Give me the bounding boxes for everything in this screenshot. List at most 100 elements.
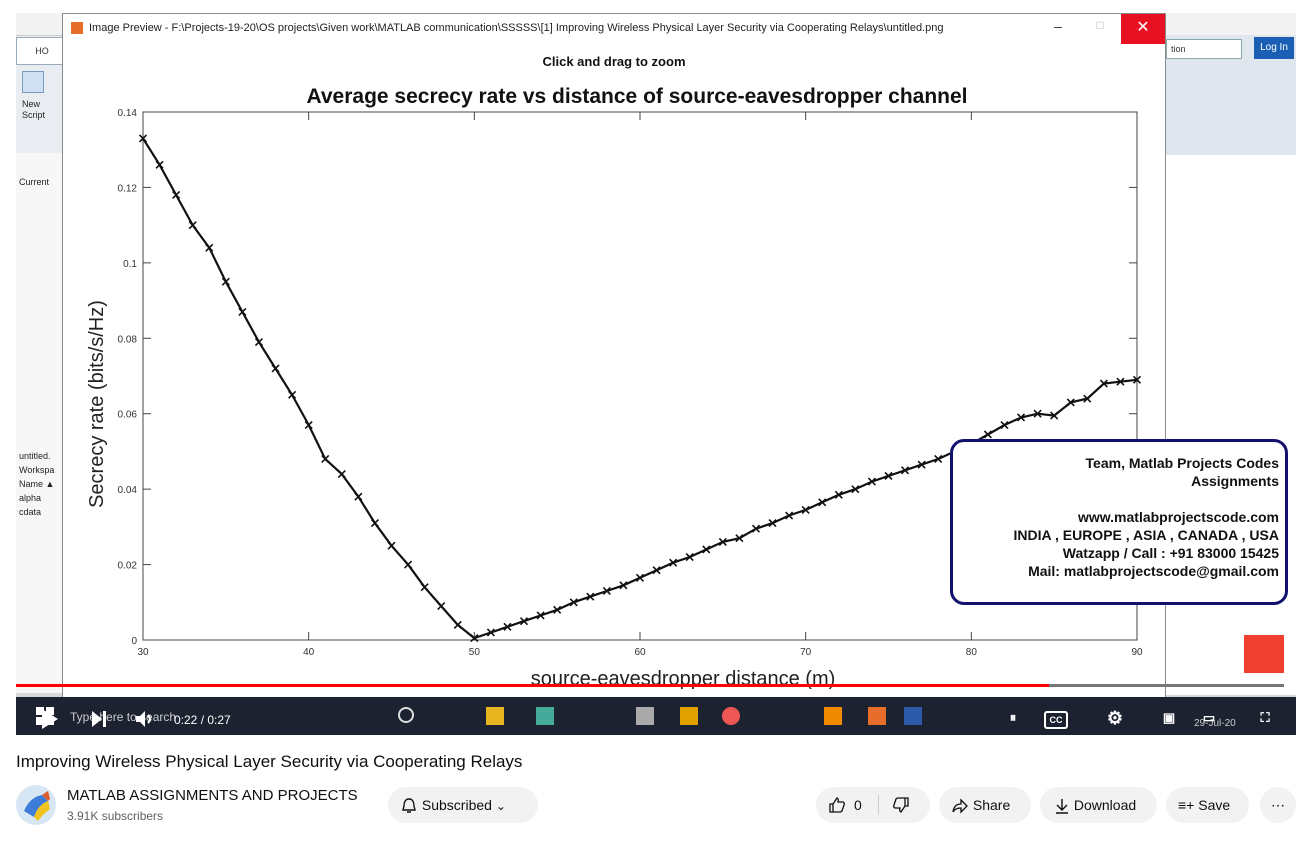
like-dislike-group: 0 <box>816 787 930 823</box>
theater-mode-icon[interactable]: ▭ <box>1202 710 1216 725</box>
data-point-marker <box>387 541 396 550</box>
workspace-name-header[interactable]: Name ▲ <box>19 479 55 489</box>
matlab-right-panel <box>1164 155 1296 695</box>
x-tick-label: 50 <box>469 647 481 658</box>
matlab-home-tab[interactable]: HO <box>16 37 68 65</box>
data-point-marker <box>884 471 893 481</box>
app-icon[interactable] <box>536 707 554 725</box>
data-point-marker <box>1016 413 1026 422</box>
autoplay-toggle-icon[interactable]: ⏸ <box>1009 710 1017 725</box>
like-button[interactable]: 0 <box>828 787 878 823</box>
data-point-marker <box>155 160 164 169</box>
settings-gear-icon[interactable]: ⚙ <box>1106 708 1124 728</box>
share-button[interactable]: Share <box>939 787 1031 823</box>
more-icon: ⋯ <box>1271 797 1285 813</box>
cortana-icon[interactable] <box>398 707 414 723</box>
subscribed-button[interactable]: Subscribed ⌄ <box>388 787 538 823</box>
data-point-marker <box>917 460 926 469</box>
matlab-current-folder-panel: Current untitled. Workspa Name ▲ alpha c… <box>16 153 67 693</box>
data-point-marker <box>685 552 694 562</box>
data-point-marker <box>1050 411 1059 420</box>
workspace-label: Workspa <box>19 465 55 475</box>
download-button[interactable]: Download <box>1040 787 1157 823</box>
data-point-marker <box>205 243 214 252</box>
workspace-var[interactable]: cdata <box>19 507 42 517</box>
chrome-icon[interactable] <box>722 707 740 725</box>
save-button[interactable]: ≡+ Save <box>1166 787 1249 823</box>
y-axis-label: Secrecy rate (bits/s/Hz) <box>86 300 108 508</box>
data-point-marker <box>1116 377 1125 386</box>
player-time: 0:22 / 0:27 <box>174 713 231 727</box>
data-point-marker <box>188 221 197 230</box>
bell-icon <box>402 798 416 813</box>
data-point-marker <box>751 524 761 533</box>
fullscreen-icon[interactable]: ⛶ <box>1260 710 1270 725</box>
app-icon[interactable] <box>904 707 922 725</box>
info-line: Mail: matlabprojectscode@gmail.com <box>1028 563 1279 579</box>
data-point-marker <box>1099 379 1108 388</box>
taskbar-date: 29-Jul-20 <box>1194 718 1236 729</box>
data-point-marker <box>569 598 578 607</box>
file-explorer-icon[interactable] <box>486 707 504 725</box>
preview-window-title: Image Preview - F:\Projects-19-20\OS pro… <box>89 22 944 34</box>
data-point-marker <box>437 601 446 611</box>
data-point-marker <box>1083 394 1092 403</box>
dislike-button[interactable] <box>890 787 920 823</box>
secrecy-rate-chart[interactable]: Average secrecy rate vs distance of sour… <box>63 14 1165 698</box>
app-icon[interactable] <box>636 707 654 725</box>
data-point-marker <box>1033 409 1042 418</box>
data-point-marker <box>138 134 148 143</box>
app-icon[interactable] <box>824 707 842 725</box>
close-button[interactable]: ✕ <box>1121 14 1165 44</box>
thumbnail-image <box>1244 635 1284 673</box>
info-line: www.matlabprojectscode.com <box>1078 509 1279 525</box>
workspace-var[interactable]: alpha <box>19 493 42 503</box>
volume-icon[interactable] <box>134 709 154 729</box>
matlab-new-script-button[interactable]: New Script <box>22 71 62 121</box>
more-actions-button[interactable]: ⋯ <box>1260 787 1296 823</box>
x-tick-label: 60 <box>634 647 646 658</box>
share-label: Share <box>972 797 1011 813</box>
like-count: 0 <box>854 797 862 813</box>
subscriber-count: 3.91K subscribers <box>67 809 164 823</box>
data-point-marker <box>354 492 363 501</box>
file-item[interactable]: untitled. <box>19 451 51 461</box>
maximize-button[interactable]: □ <box>1096 18 1104 32</box>
data-point-marker <box>735 534 744 543</box>
info-spacer <box>953 490 1279 508</box>
thumbs-down-icon <box>893 797 909 813</box>
progress-bar[interactable] <box>16 684 1284 687</box>
data-point-marker <box>818 498 827 507</box>
app-icon[interactable] <box>680 707 698 725</box>
data-point-marker <box>586 592 595 601</box>
video-player[interactable]: HO New Script Current untitled. Workspa … <box>16 13 1296 735</box>
play-icon[interactable] <box>42 709 58 729</box>
y-tick-label: 0.02 <box>118 561 138 572</box>
minimize-button[interactable]: – <box>1054 18 1062 34</box>
data-point-marker <box>1000 420 1009 430</box>
data-point-marker <box>370 519 379 528</box>
matlab-search-field[interactable]: tion <box>1166 39 1242 59</box>
captions-icon[interactable]: CC <box>1044 711 1068 729</box>
data-point-marker <box>1066 398 1075 407</box>
miniplayer-icon[interactable]: ▣ <box>1162 710 1176 725</box>
matlab-logo-icon <box>71 22 83 34</box>
data-point-marker <box>669 558 678 567</box>
subscribed-label: Subscribed <box>421 797 492 813</box>
matlab-login-button[interactable]: Log In <box>1254 37 1294 59</box>
channel-avatar[interactable] <box>16 785 56 825</box>
contact-info-box: Team, Matlab Projects Codes Assignments … <box>950 439 1288 605</box>
data-point-marker <box>785 511 794 520</box>
matlab-icon[interactable] <box>868 707 886 725</box>
info-line: INDIA , EUROPE , ASIA , CANADA , USA <box>1013 527 1279 543</box>
download-icon <box>1056 799 1068 814</box>
y-tick-label: 0.1 <box>123 259 137 270</box>
data-point-marker <box>486 628 495 637</box>
channel-name[interactable]: MATLAB ASSIGNMENTS AND PROJECTS <box>67 787 358 804</box>
x-tick-label: 90 <box>1131 647 1143 658</box>
data-point-marker <box>420 583 429 592</box>
progress-fill <box>16 684 1050 687</box>
next-icon[interactable] <box>92 709 106 729</box>
data-point-marker <box>1132 375 1142 384</box>
data-point-marker <box>768 519 777 528</box>
